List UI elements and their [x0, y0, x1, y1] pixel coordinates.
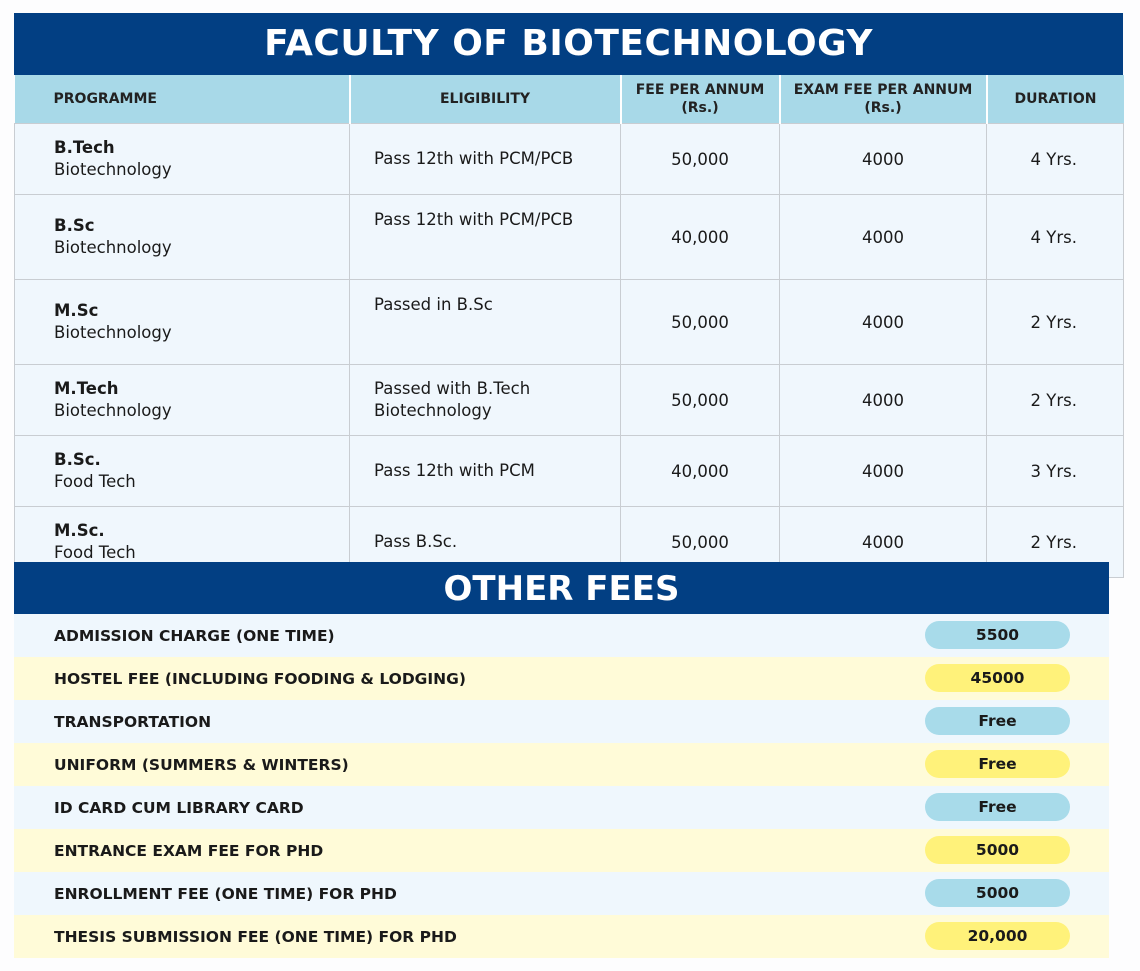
table-row: B.Tech Biotechnology Pass 12th with PCM/P…: [14, 123, 1124, 195]
programme-cell: M.Tech Biotechnology: [14, 364, 350, 436]
fee-label: ENTRANCE EXAM FEE FOR PHD: [54, 841, 324, 860]
fee-cell: 40,000: [620, 435, 780, 507]
fee-cell: 50,000: [620, 364, 780, 436]
eligibility-cell: Pass 12th with PCM/PCB: [349, 123, 621, 195]
fee-row: ENROLLMENT FEE (ONE TIME) FOR PHD 5000: [14, 872, 1109, 915]
fee-label: UNIFORM (SUMMERS & WINTERS): [54, 755, 349, 774]
table-header: PROGRAMME ELIGIBILITY FEE PER ANNUM (Rs.)…: [14, 75, 1124, 124]
fee-value-badge: Free: [925, 750, 1070, 778]
fee-value-badge: 5000: [925, 879, 1070, 907]
table-row: M.Tech Biotechnology Passed with B.Tech B…: [14, 364, 1124, 436]
eligibility-cell: Passed in B.Sc: [349, 279, 621, 365]
fee-row: ADMISSION CHARGE (ONE TIME) 5500: [14, 614, 1109, 657]
table-row: B.Sc. Food Tech Pass 12th with PCM 40,000…: [14, 435, 1124, 507]
eligibility-cell: Pass 12th with PCM: [349, 435, 621, 507]
programme-cell: M.Sc Biotechnology: [14, 279, 350, 365]
fee-row: ENTRANCE EXAM FEE FOR PHD 5000: [14, 829, 1109, 872]
duration-cell: 4 Yrs.: [986, 194, 1124, 280]
col-programme: PROGRAMME: [14, 75, 351, 124]
fee-cell: 50,000: [620, 123, 780, 195]
col-exam-fee: EXAM FEE PER ANNUM (Rs.): [779, 75, 988, 124]
table-row: M.Sc Biotechnology Passed in B.Sc 50,000 …: [14, 279, 1124, 365]
exam-fee-cell: 4000: [779, 123, 987, 195]
fee-label: ID CARD CUM LIBRARY CARD: [54, 798, 304, 817]
duration-cell: 2 Yrs.: [986, 364, 1124, 436]
col-duration: DURATION: [986, 75, 1124, 124]
programme-cell: B.Tech Biotechnology: [14, 123, 350, 195]
fee-value-badge: 5000: [925, 836, 1070, 864]
fee-row: UNIFORM (SUMMERS & WINTERS) Free: [14, 743, 1109, 786]
exam-fee-cell: 4000: [779, 279, 987, 365]
fee-value-badge: Free: [925, 707, 1070, 735]
col-eligibility: ELIGIBILITY: [349, 75, 622, 124]
table-row: B.Sc Biotechnology Pass 12th with PCM/PCB…: [14, 194, 1124, 280]
fee-cell: 40,000: [620, 194, 780, 280]
duration-cell: 3 Yrs.: [986, 435, 1124, 507]
other-fees-title: OTHER FEES: [14, 562, 1109, 614]
exam-fee-cell: 4000: [779, 364, 987, 436]
fee-label: ENROLLMENT FEE (ONE TIME) FOR PHD: [54, 884, 397, 903]
fee-label: THESIS SUBMISSION FEE (ONE TIME) FOR PHD: [54, 927, 457, 946]
fee-label: TRANSPORTATION: [54, 712, 212, 731]
fee-value-badge: 5500: [925, 621, 1070, 649]
fee-row: TRANSPORTATION Free: [14, 700, 1109, 743]
programme-table: PROGRAMME ELIGIBILITY FEE PER ANNUM (Rs.)…: [14, 75, 1124, 578]
fee-row: ID CARD CUM LIBRARY CARD Free: [14, 786, 1109, 829]
duration-cell: 2 Yrs.: [986, 279, 1124, 365]
fee-value-badge: 45000: [925, 664, 1070, 692]
fee-value-badge: Free: [925, 793, 1070, 821]
col-fee: FEE PER ANNUM (Rs.): [620, 75, 781, 124]
fee-value-badge: 20,000: [925, 922, 1070, 950]
fee-label: HOSTEL FEE (INCLUDING FOODING & LODGING): [54, 669, 466, 688]
fee-row: THESIS SUBMISSION FEE (ONE TIME) FOR PHD…: [14, 915, 1109, 958]
programme-cell: B.Sc Biotechnology: [14, 194, 350, 280]
exam-fee-cell: 4000: [779, 194, 987, 280]
fee-label: ADMISSION CHARGE (ONE TIME): [54, 626, 335, 645]
fee-cell: 50,000: [620, 279, 780, 365]
page-title: FACULTY OF BIOTECHNOLOGY: [14, 13, 1123, 75]
programme-cell: B.Sc. Food Tech: [14, 435, 350, 507]
eligibility-cell: Pass 12th with PCM/PCB: [349, 194, 621, 280]
fee-row: HOSTEL FEE (INCLUDING FOODING & LODGING)…: [14, 657, 1109, 700]
other-fees-list: ADMISSION CHARGE (ONE TIME) 5500 HOSTEL FE…: [14, 614, 1109, 958]
duration-cell: 4 Yrs.: [986, 123, 1124, 195]
eligibility-cell: Passed with B.Tech Biotechnology: [349, 364, 621, 436]
exam-fee-cell: 4000: [779, 435, 987, 507]
